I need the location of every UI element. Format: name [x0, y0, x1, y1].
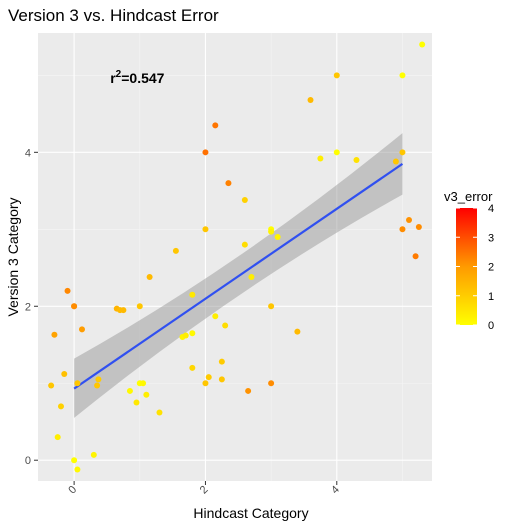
data-point [294, 328, 301, 335]
plot-panel [38, 33, 432, 481]
data-point [274, 233, 281, 240]
data-point [392, 158, 399, 165]
y-tick-label: 2 [25, 301, 31, 313]
legend-break-label: 3 [488, 232, 494, 244]
data-point [57, 403, 64, 410]
x-axis-title: Hindcast Category [193, 505, 308, 521]
grid-major [38, 33, 432, 481]
data-point [205, 374, 212, 381]
data-point [333, 72, 340, 79]
data-point [136, 303, 143, 310]
data-point [399, 72, 406, 79]
data-point [317, 155, 324, 162]
y-tick-label: 4 [25, 147, 31, 159]
data-point [212, 313, 219, 320]
color-legend: v3_error 0 1 2 3 4 [444, 189, 494, 332]
data-point [146, 274, 153, 281]
data-point [225, 180, 232, 187]
data-point [212, 122, 219, 129]
data-point [202, 380, 209, 387]
data-point [120, 307, 127, 314]
data-point [268, 228, 275, 235]
data-point [95, 376, 102, 383]
data-point [241, 241, 248, 248]
data-point [189, 330, 196, 337]
legend-title: v3_error [444, 189, 493, 204]
data-point [189, 364, 196, 371]
data-point [222, 322, 229, 329]
fit-line [73, 162, 404, 390]
data-point [143, 391, 150, 398]
data-point [419, 41, 426, 48]
y-axis-title: Version 3 Category [5, 197, 21, 316]
y-axis: 0 2 4 [25, 147, 38, 467]
legend-break-label: 4 [488, 203, 494, 215]
data-point [48, 382, 55, 389]
data-point [78, 326, 85, 333]
x-tick-label: 0 [66, 484, 79, 497]
data-point [182, 332, 189, 339]
data-point [172, 247, 179, 254]
data-point [353, 157, 360, 164]
data-point [218, 358, 225, 365]
data-point [51, 331, 58, 338]
data-point [307, 96, 314, 103]
data-point [94, 382, 101, 389]
data-point [241, 197, 248, 204]
data-point [333, 149, 340, 156]
legend-break-label: 2 [488, 262, 494, 274]
data-point [64, 287, 71, 294]
x-tick-label: 2 [198, 484, 211, 497]
data-point [399, 226, 406, 233]
y-tick-label: 0 [25, 455, 31, 467]
legend-break-label: 0 [488, 320, 494, 332]
data-point [133, 399, 140, 406]
data-point [412, 253, 419, 260]
data-point [245, 387, 252, 394]
data-point [399, 149, 406, 156]
chart-title: Version 3 vs. Hindcast Error [8, 6, 219, 25]
data-point [74, 466, 81, 473]
legend-break-label: 1 [488, 291, 494, 303]
x-tick-label: 4 [329, 484, 342, 497]
data-point [90, 451, 97, 458]
data-point [71, 457, 78, 464]
data-point [202, 149, 209, 156]
data-point [156, 409, 163, 416]
annotation-text: =0.547 [121, 70, 164, 86]
data-point [268, 303, 275, 310]
legend-ticks: 0 1 2 3 4 [456, 203, 494, 332]
data-point [202, 226, 209, 233]
annotation-prefix: r [110, 70, 116, 86]
data-point [54, 434, 61, 441]
data-point [126, 387, 133, 394]
points-layer [48, 41, 426, 473]
data-point [74, 380, 81, 387]
data-point [61, 371, 68, 378]
data-point [268, 380, 275, 387]
annotation-superscript: 2 [116, 69, 122, 80]
data-point [415, 223, 422, 230]
data-point [71, 303, 78, 310]
data-point [189, 291, 196, 298]
r-squared-annotation: r2=0.547 [110, 69, 164, 86]
legend-colorbar [456, 208, 477, 325]
data-point [248, 274, 255, 281]
fit-line-layer [73, 162, 404, 390]
data-point [140, 380, 147, 387]
data-point [218, 376, 225, 383]
x-axis: 0 2 4 [66, 481, 342, 497]
data-point [406, 217, 413, 224]
